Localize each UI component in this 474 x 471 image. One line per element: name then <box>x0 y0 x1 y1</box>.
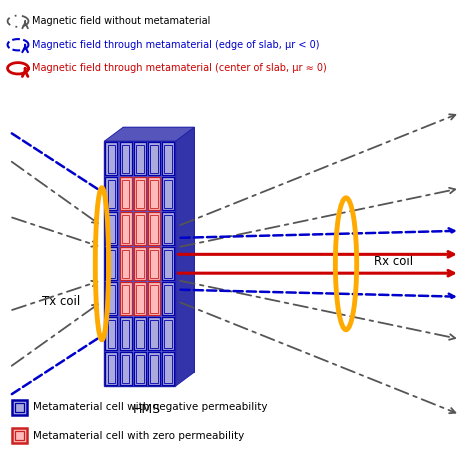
Bar <box>150 215 158 243</box>
Bar <box>134 247 146 280</box>
Bar <box>162 247 174 280</box>
Bar <box>134 283 146 315</box>
Bar <box>150 145 158 173</box>
Bar <box>162 212 174 245</box>
Polygon shape <box>123 127 194 372</box>
Bar <box>108 215 115 243</box>
Bar <box>148 142 160 175</box>
Bar <box>136 355 144 383</box>
Bar <box>164 284 172 313</box>
Bar <box>162 283 174 315</box>
Bar <box>162 178 174 210</box>
Text: Magnetic field without metamaterial: Magnetic field without metamaterial <box>32 16 210 26</box>
Bar <box>122 250 129 278</box>
Bar <box>134 142 146 175</box>
Bar <box>164 179 172 208</box>
Bar <box>119 317 132 350</box>
Bar <box>136 284 144 313</box>
Text: Metamaterial cell with zero permeability: Metamaterial cell with zero permeability <box>33 430 245 441</box>
Bar <box>164 145 172 173</box>
Bar <box>164 319 172 348</box>
Bar <box>164 215 172 243</box>
Bar <box>136 319 144 348</box>
Bar <box>148 317 160 350</box>
Bar <box>150 284 158 313</box>
Bar <box>12 400 27 415</box>
Bar <box>122 215 129 243</box>
Bar <box>108 284 115 313</box>
Bar <box>148 283 160 315</box>
Bar <box>148 178 160 210</box>
Bar <box>119 142 132 175</box>
Bar <box>108 319 115 348</box>
Bar <box>108 355 115 383</box>
Bar <box>134 212 146 245</box>
Bar <box>122 284 129 313</box>
Bar <box>134 352 146 385</box>
Text: Metamaterial cell with negative permeability: Metamaterial cell with negative permeabi… <box>33 402 268 413</box>
Bar <box>136 250 144 278</box>
Bar <box>122 319 129 348</box>
Bar <box>162 317 174 350</box>
Polygon shape <box>104 127 194 141</box>
Bar <box>162 142 174 175</box>
Bar <box>122 145 129 173</box>
Bar <box>119 352 132 385</box>
Bar <box>148 352 160 385</box>
Bar <box>134 317 146 350</box>
Text: Rx coil: Rx coil <box>374 255 413 268</box>
Bar <box>119 212 132 245</box>
Text: Magnetic field through metamaterial (edge of slab, μr < 0): Magnetic field through metamaterial (edg… <box>32 40 320 50</box>
Text: Tx coil: Tx coil <box>43 295 81 308</box>
Bar <box>148 212 160 245</box>
Bar <box>108 250 115 278</box>
Bar <box>148 247 160 280</box>
Bar <box>15 431 24 440</box>
Bar <box>106 142 118 175</box>
Bar <box>164 355 172 383</box>
Polygon shape <box>175 127 194 386</box>
Bar <box>122 179 129 208</box>
Bar <box>150 355 158 383</box>
Bar <box>106 212 118 245</box>
Bar <box>119 247 132 280</box>
Bar <box>150 250 158 278</box>
Bar <box>12 428 27 443</box>
Bar <box>134 178 146 210</box>
Bar <box>106 178 118 210</box>
Bar <box>136 179 144 208</box>
Polygon shape <box>104 141 175 386</box>
Text: HMS: HMS <box>133 403 161 416</box>
Bar <box>119 283 132 315</box>
Bar <box>162 352 174 385</box>
Bar <box>106 247 118 280</box>
Bar <box>106 352 118 385</box>
Bar <box>108 145 115 173</box>
Bar <box>150 179 158 208</box>
Bar <box>150 319 158 348</box>
Bar <box>119 178 132 210</box>
Text: Magnetic field through metamaterial (center of slab, μr ≈ 0): Magnetic field through metamaterial (cen… <box>32 63 327 73</box>
Bar <box>122 355 129 383</box>
Bar <box>164 250 172 278</box>
Bar <box>136 145 144 173</box>
Bar <box>136 215 144 243</box>
Bar <box>106 317 118 350</box>
Bar <box>108 179 115 208</box>
Bar <box>15 403 24 412</box>
Bar <box>106 283 118 315</box>
